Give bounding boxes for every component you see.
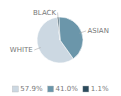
slice-label: BLACK [33,9,56,17]
legend: 57.9% 41.0% 1.1% [12,85,109,93]
slice-label: WHITE [10,46,33,54]
leader-line [34,47,40,49]
legend-swatch [48,86,54,92]
chart: WHITE ASIAN BLACK 57.9% 41.0% 1.1% [0,0,121,96]
legend-swatch [83,86,89,92]
slice [57,17,60,40]
slice [59,17,83,59]
leader-line [57,13,59,20]
legend-label: 1.1% [91,85,109,93]
legend-swatch [12,86,18,92]
legend-label: 41.0% [56,85,79,93]
leader-line [80,31,87,33]
slice-label: ASIAN [88,27,109,35]
legend-label: 57.9% [20,85,43,93]
pie [37,17,83,63]
slice-labels: WHITE ASIAN BLACK [10,9,109,54]
